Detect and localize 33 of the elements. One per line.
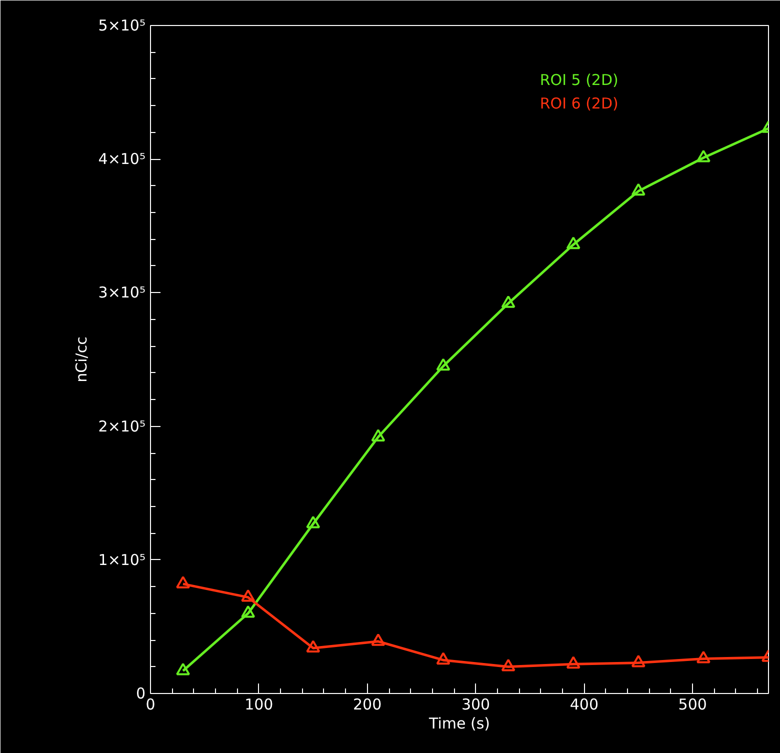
point <box>631 654 646 668</box>
point <box>241 589 256 602</box>
point <box>436 652 450 665</box>
x-axis-title: Time (s) <box>428 714 490 732</box>
text: ROI 6 (2D) <box>540 94 618 112</box>
x-tick-label: 200 <box>353 696 382 714</box>
y-tick-label: 0 <box>136 684 146 702</box>
x-tick-label: 500 <box>678 696 707 714</box>
point <box>306 640 320 653</box>
point <box>566 236 580 250</box>
point <box>241 605 256 618</box>
y-tick-label: 3×10⁵ <box>98 284 146 302</box>
x-tick-label: 100 <box>244 696 274 714</box>
point <box>696 150 710 162</box>
point <box>176 662 190 676</box>
point <box>631 183 646 196</box>
y-axis-title: nCi/cc <box>72 336 90 382</box>
text: ROI 5 (2D) <box>540 70 618 89</box>
point <box>501 658 516 672</box>
point <box>566 656 580 669</box>
point <box>436 358 450 371</box>
point <box>176 576 190 588</box>
x-tick-label: 300 <box>461 696 490 714</box>
point <box>371 633 386 646</box>
point <box>501 295 516 308</box>
x-tick-label: 400 <box>570 696 599 714</box>
y-tick-label: 1×10⁵ <box>98 550 146 569</box>
y-tick-label: 2×10⁵ <box>98 417 146 436</box>
point <box>696 650 710 664</box>
y-tick-label: 5×10⁵ <box>98 16 146 34</box>
y-tick-label: 4×10⁵ <box>98 150 146 168</box>
point <box>371 429 386 442</box>
point <box>306 516 320 528</box>
